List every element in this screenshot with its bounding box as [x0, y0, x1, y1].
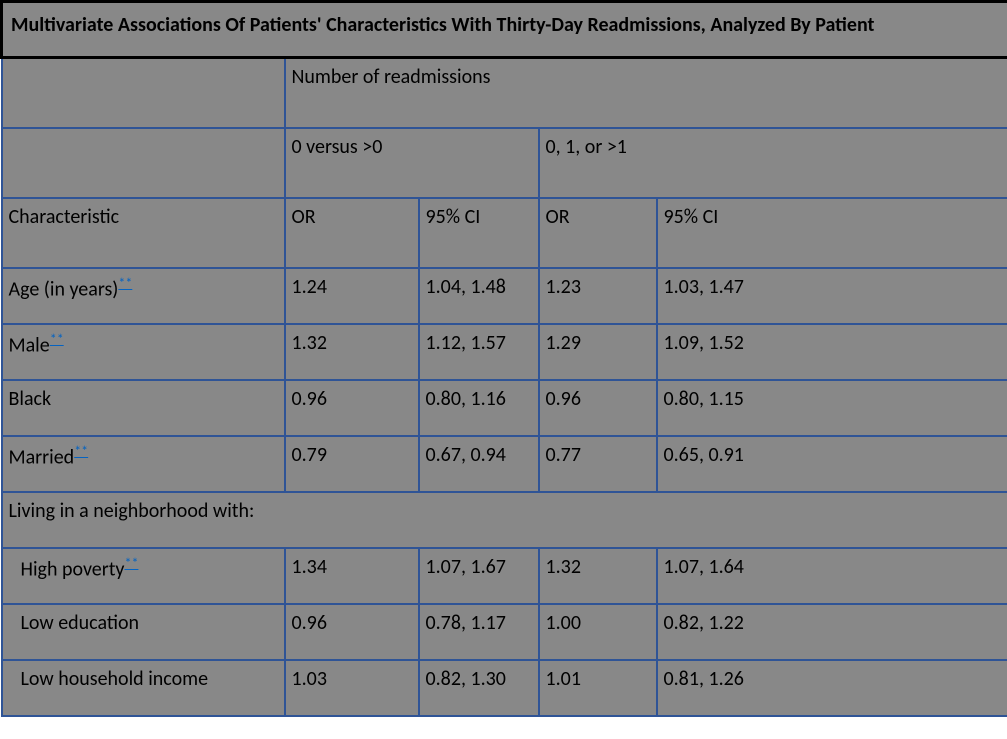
table-title: Multivariate Associations Of Patients' C… [2, 2, 1007, 58]
footnote-link[interactable]: ** [124, 555, 138, 572]
row-label-text: High poverty [21, 557, 125, 581]
cell-or2: 1.29 [539, 324, 657, 380]
row-label-text: Black [9, 387, 52, 411]
cell-ci1: 0.80, 1.16 [419, 380, 539, 436]
row-label-text: Age (in years) [9, 277, 119, 301]
cell-or2: 1.32 [539, 548, 657, 604]
cell-or2: 1.01 [539, 660, 657, 716]
cell-or1: 1.03 [285, 660, 419, 716]
row-label: Age (in years)** [2, 268, 285, 324]
cell-ci2: 1.09, 1.52 [657, 324, 1007, 380]
col-ci-1: 95% CI [419, 198, 539, 268]
row-label-text: Male [9, 333, 50, 357]
row-label: Male** [2, 324, 285, 380]
cell-or1: 1.32 [285, 324, 419, 380]
cell-or1: 0.96 [285, 604, 419, 660]
table-row: High poverty** 1.34 1.07, 1.67 1.32 1.07… [2, 548, 1007, 604]
footnote-link[interactable]: ** [118, 275, 132, 292]
cell-ci1: 0.78, 1.17 [419, 604, 539, 660]
table-row: Age (in years)** 1.24 1.04, 1.48 1.23 1.… [2, 268, 1007, 324]
blank-cell [2, 128, 285, 198]
group-header-2: 0, 1, or >1 [539, 128, 1007, 198]
table-row: Low household income 1.03 0.82, 1.30 1.0… [2, 660, 1007, 716]
table-row: Male** 1.32 1.12, 1.57 1.29 1.09, 1.52 [2, 324, 1007, 380]
cell-ci1: 1.04, 1.48 [419, 268, 539, 324]
blank-cell [2, 58, 285, 128]
table-row: Married** 0.79 0.67, 0.94 0.77 0.65, 0.9… [2, 436, 1007, 492]
cell-ci2: 1.07, 1.64 [657, 548, 1007, 604]
super-header: Number of readmissions [285, 58, 1007, 128]
cell-or1: 1.34 [285, 548, 419, 604]
row-label: High poverty** [2, 548, 285, 604]
cell-ci2: 1.03, 1.47 [657, 268, 1007, 324]
col-characteristic: Characteristic [2, 198, 285, 268]
row-label: Black [2, 380, 285, 436]
row-label-text: Low education [21, 611, 140, 635]
cell-or1: 1.24 [285, 268, 419, 324]
cell-or2: 1.23 [539, 268, 657, 324]
cell-ci1: 1.12, 1.57 [419, 324, 539, 380]
cell-ci2: 0.65, 0.91 [657, 436, 1007, 492]
cell-ci1: 1.07, 1.67 [419, 548, 539, 604]
section-header: Living in a neighborhood with: [2, 492, 1007, 548]
cell-ci2: 0.80, 1.15 [657, 380, 1007, 436]
cell-ci1: 0.82, 1.30 [419, 660, 539, 716]
cell-or1: 0.79 [285, 436, 419, 492]
row-label-text: Married [9, 445, 75, 469]
cell-ci2: 0.81, 1.26 [657, 660, 1007, 716]
table-row: Low education 0.96 0.78, 1.17 1.00 0.82,… [2, 604, 1007, 660]
readmissions-table: Multivariate Associations Of Patients' C… [0, 0, 1007, 717]
cell-or1: 0.96 [285, 380, 419, 436]
row-label: Low education [2, 604, 285, 660]
col-ci-2: 95% CI [657, 198, 1007, 268]
cell-or2: 0.77 [539, 436, 657, 492]
table-row: Black 0.96 0.80, 1.16 0.96 0.80, 1.15 [2, 380, 1007, 436]
footnote-link[interactable]: ** [50, 331, 64, 348]
row-label: Married** [2, 436, 285, 492]
cell-or2: 1.00 [539, 604, 657, 660]
cell-ci2: 0.82, 1.22 [657, 604, 1007, 660]
cell-ci1: 0.67, 0.94 [419, 436, 539, 492]
row-label: Low household income [2, 660, 285, 716]
col-or-1: OR [285, 198, 419, 268]
row-label-text: Low household income [21, 667, 209, 691]
group-header-1: 0 versus >0 [285, 128, 539, 198]
cell-or2: 0.96 [539, 380, 657, 436]
col-or-2: OR [539, 198, 657, 268]
footnote-link[interactable]: ** [74, 443, 88, 460]
